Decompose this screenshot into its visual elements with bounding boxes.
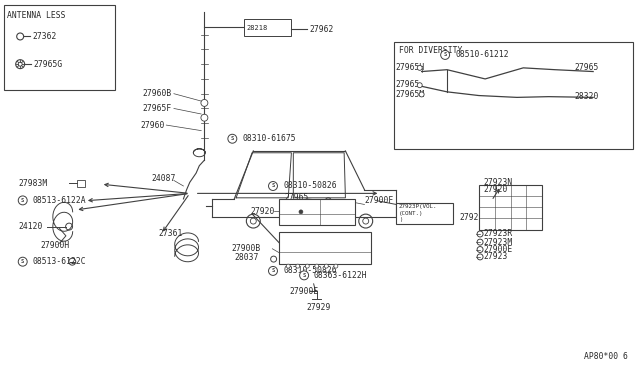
Circle shape (299, 210, 303, 214)
Circle shape (228, 134, 237, 143)
Circle shape (246, 214, 260, 228)
Circle shape (250, 218, 256, 224)
Text: 08310-50826: 08310-50826 (283, 266, 337, 275)
Text: 27965: 27965 (574, 63, 598, 72)
Circle shape (16, 60, 25, 68)
Text: S: S (21, 198, 24, 203)
Text: 24120: 24120 (19, 222, 43, 231)
Text: S: S (303, 273, 306, 278)
Text: 08513-6122A: 08513-6122A (33, 196, 86, 205)
Bar (244, 19, 291, 36)
Bar (278, 232, 371, 263)
Circle shape (417, 65, 422, 70)
Text: 27900H: 27900H (40, 241, 70, 250)
Circle shape (324, 264, 328, 268)
Text: 27900E: 27900E (289, 287, 319, 296)
Text: 27900F: 27900F (364, 196, 394, 205)
Text: ANTENNA LESS: ANTENNA LESS (8, 11, 66, 20)
Text: 08363-6122H: 08363-6122H (314, 271, 367, 280)
Circle shape (363, 218, 369, 224)
Text: 27960B: 27960B (143, 89, 172, 98)
Bar (4, 5, 115, 90)
Circle shape (68, 258, 76, 265)
Text: 28320: 28320 (574, 92, 598, 101)
Text: AP80*00 6: AP80*00 6 (584, 352, 628, 361)
Bar (479, 185, 542, 230)
Circle shape (477, 254, 483, 260)
Text: 28037: 28037 (234, 253, 259, 263)
Circle shape (201, 114, 208, 121)
Text: 08310-50826: 08310-50826 (283, 182, 337, 190)
Text: 27965F: 27965F (143, 104, 172, 113)
Circle shape (419, 92, 424, 97)
Text: 27965G: 27965G (33, 60, 62, 69)
Circle shape (305, 264, 309, 268)
Text: 08513-6122C: 08513-6122C (33, 257, 86, 266)
Circle shape (334, 264, 338, 268)
Text: 27361: 27361 (158, 229, 182, 238)
Circle shape (201, 99, 208, 106)
Text: S: S (21, 259, 24, 264)
Text: 27923M: 27923M (484, 238, 513, 247)
Circle shape (269, 266, 278, 275)
Text: 27920: 27920 (460, 213, 484, 222)
Circle shape (477, 239, 483, 245)
Circle shape (19, 257, 27, 266)
Circle shape (18, 62, 22, 66)
Bar (278, 199, 355, 225)
Text: 27900E: 27900E (484, 245, 513, 254)
Circle shape (477, 247, 483, 253)
Circle shape (441, 51, 450, 60)
Text: 27920: 27920 (484, 185, 508, 194)
Text: 27965M: 27965M (396, 90, 425, 99)
Text: 27923R: 27923R (484, 230, 513, 238)
Circle shape (17, 33, 24, 40)
Circle shape (296, 264, 300, 268)
Text: (CONT.): (CONT.) (399, 211, 423, 216)
Bar (394, 42, 632, 149)
Text: 27965: 27965 (396, 80, 420, 89)
Text: 27923N: 27923N (484, 178, 513, 187)
Text: 27965H: 27965H (396, 63, 425, 72)
Text: 28218: 28218 (246, 25, 268, 31)
Text: S: S (271, 269, 275, 273)
Circle shape (269, 182, 278, 190)
Circle shape (359, 214, 372, 228)
Text: S: S (230, 136, 234, 141)
Circle shape (417, 83, 422, 88)
Text: FOR DIVERSITY: FOR DIVERSITY (399, 46, 463, 55)
Circle shape (66, 223, 72, 230)
Bar (396, 203, 453, 224)
Text: S: S (444, 52, 447, 57)
Circle shape (325, 198, 332, 204)
Text: 27960: 27960 (140, 121, 164, 129)
Text: 27900B: 27900B (231, 244, 260, 253)
Text: 27923P(VOL.: 27923P(VOL. (399, 204, 437, 209)
Text: ): ) (399, 218, 402, 222)
Text: 27965: 27965 (284, 193, 309, 202)
Text: 27923: 27923 (484, 252, 508, 262)
Circle shape (315, 264, 319, 268)
Text: 27920: 27920 (250, 206, 275, 216)
Circle shape (286, 264, 290, 268)
Text: 27962: 27962 (309, 25, 333, 33)
Text: 27362: 27362 (32, 32, 56, 41)
Circle shape (271, 256, 276, 262)
Text: 08510-61212: 08510-61212 (455, 51, 509, 60)
Circle shape (300, 271, 308, 280)
Circle shape (19, 196, 27, 205)
Circle shape (477, 231, 483, 237)
Text: 24087: 24087 (152, 174, 176, 183)
Text: 08310-61675: 08310-61675 (243, 134, 296, 143)
Text: 27929: 27929 (306, 303, 330, 312)
Text: 27983M: 27983M (19, 179, 47, 187)
Bar (77, 180, 85, 187)
Text: S: S (271, 183, 275, 189)
